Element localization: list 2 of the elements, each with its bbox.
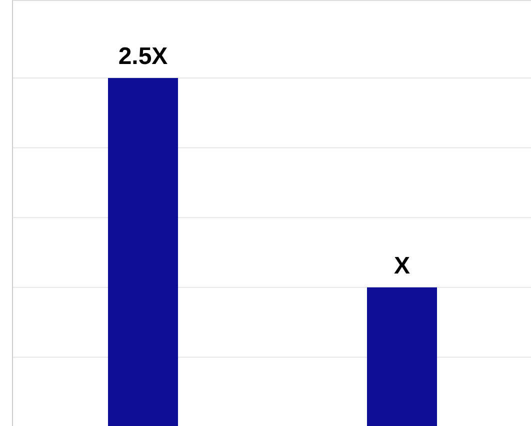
data-label: X (394, 252, 410, 280)
data-label: 2.5X (118, 43, 168, 70)
